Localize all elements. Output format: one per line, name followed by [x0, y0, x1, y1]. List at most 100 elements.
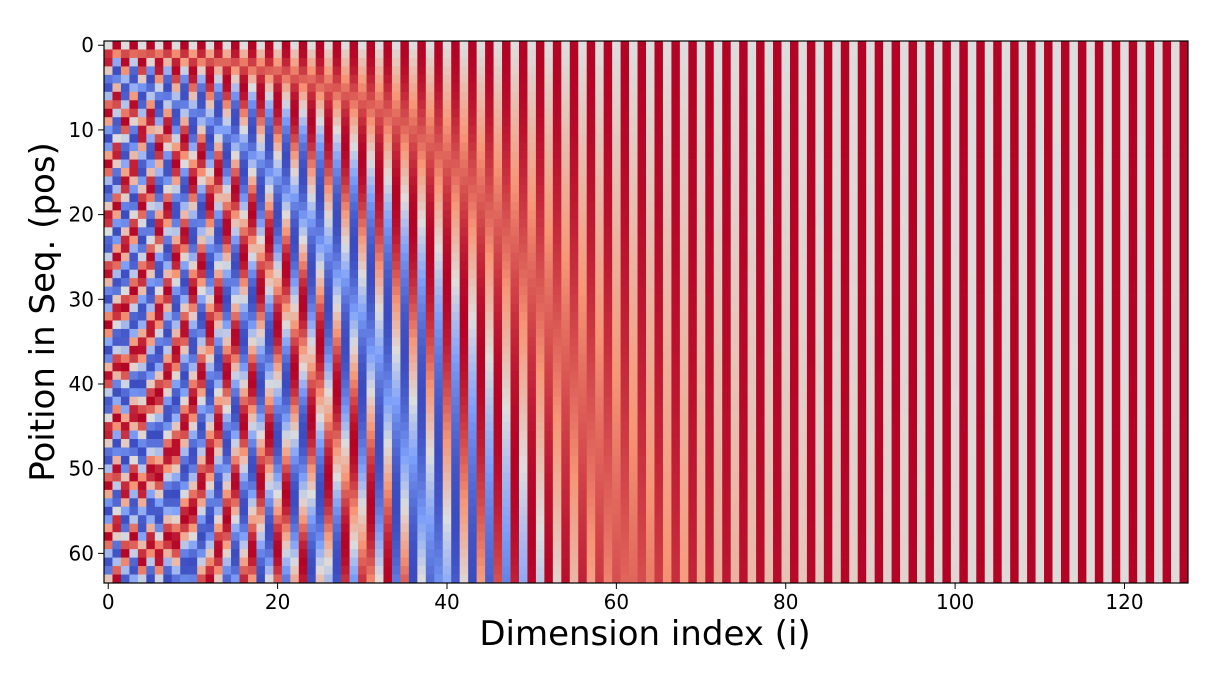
heatmap-cell — [629, 159, 638, 169]
heatmap-cell — [840, 269, 850, 279]
heatmap-cell — [866, 193, 876, 203]
heatmap-cell — [137, 235, 147, 245]
heatmap-cell — [1128, 74, 1138, 84]
heatmap-cell — [1145, 74, 1155, 84]
heatmap-cell — [163, 312, 173, 321]
heatmap-cell — [1001, 168, 1011, 177]
heatmap-cell — [425, 328, 435, 338]
heatmap-cell — [332, 201, 342, 211]
heatmap-cell — [510, 49, 520, 59]
heatmap-cell — [883, 168, 892, 177]
heatmap-cell — [1010, 142, 1019, 152]
heatmap-cell — [1111, 117, 1121, 127]
heatmap-cell — [544, 252, 554, 262]
heatmap-cell — [679, 91, 689, 101]
heatmap-cell — [239, 184, 249, 194]
heatmap-cell — [1111, 151, 1121, 160]
heatmap-cell — [197, 125, 206, 135]
heatmap-cell — [620, 244, 630, 254]
heatmap-cell — [857, 261, 867, 271]
heatmap-cell — [408, 159, 418, 169]
heatmap-cell — [637, 151, 647, 160]
heatmap-cell — [662, 252, 672, 262]
heatmap-cell — [239, 108, 249, 118]
heatmap-cell — [815, 312, 825, 321]
heatmap-cell — [764, 218, 774, 228]
heatmap-cell — [1077, 134, 1087, 143]
heatmap-cell — [1154, 328, 1163, 338]
heatmap-cell — [629, 227, 638, 237]
heatmap-cell — [366, 57, 376, 67]
heatmap-cell — [739, 235, 748, 245]
heatmap-cell — [823, 345, 833, 355]
heatmap-cell — [510, 235, 520, 245]
heatmap-cell — [561, 117, 571, 127]
heatmap-cell — [298, 218, 308, 228]
heatmap-cell — [188, 176, 198, 186]
heatmap-cell — [1162, 100, 1172, 110]
heatmap-cell — [1001, 74, 1011, 84]
heatmap-cell — [1154, 83, 1163, 93]
heatmap-cell — [400, 49, 410, 59]
heatmap-cell — [874, 66, 884, 76]
heatmap-cell — [849, 117, 859, 127]
heatmap-cell — [933, 227, 943, 237]
heatmap-cell — [307, 235, 317, 245]
heatmap-cell — [1010, 66, 1019, 76]
heatmap-cell — [137, 269, 147, 279]
heatmap-cell — [629, 91, 638, 101]
heatmap-cell — [358, 83, 367, 93]
heatmap-cell — [1145, 168, 1155, 177]
heatmap-cell — [391, 193, 401, 203]
heatmap-cell — [1103, 168, 1113, 177]
heatmap-cell — [832, 337, 842, 347]
heatmap-cell — [722, 261, 732, 271]
heatmap-cell — [1145, 83, 1155, 93]
heatmap-cell — [1137, 168, 1147, 177]
heatmap-cell — [247, 125, 257, 135]
heatmap-cell — [154, 134, 164, 143]
heatmap-cell — [1069, 337, 1079, 347]
heatmap-cell — [662, 49, 672, 59]
heatmap-cell — [756, 201, 765, 211]
heatmap-cell — [950, 49, 960, 59]
heatmap-cell — [324, 345, 334, 355]
heatmap-cell — [476, 184, 486, 194]
heatmap-cell — [781, 328, 791, 338]
heatmap-cell — [993, 269, 1003, 279]
heatmap-cell — [535, 261, 545, 271]
heatmap-cell — [485, 176, 494, 186]
heatmap-cell — [400, 41, 410, 50]
heatmap-cell — [908, 303, 918, 313]
heatmap-cell — [993, 142, 1003, 152]
heatmap-cell — [789, 168, 799, 177]
heatmap-cell — [756, 235, 765, 245]
heatmap-cell — [629, 261, 638, 271]
heatmap-cell — [188, 134, 198, 143]
heatmap-cell — [662, 168, 672, 177]
heatmap-cell — [900, 278, 909, 287]
heatmap-cell — [104, 108, 113, 118]
heatmap-cell — [1162, 83, 1172, 93]
heatmap-cell — [527, 151, 537, 160]
heatmap-cell — [163, 142, 173, 152]
heatmap-cell — [1179, 312, 1189, 321]
heatmap-cell — [188, 328, 198, 338]
heatmap-cell — [959, 100, 969, 110]
heatmap-cell — [510, 168, 520, 177]
heatmap-cell — [315, 295, 325, 304]
heatmap-cell — [527, 193, 537, 203]
heatmap-cell — [290, 142, 300, 152]
heatmap-cell — [1010, 328, 1019, 338]
heatmap-cell — [502, 66, 511, 76]
heatmap-cell — [264, 303, 274, 313]
heatmap-cell — [849, 201, 859, 211]
heatmap-cell — [324, 252, 334, 262]
heatmap-cell — [231, 159, 240, 169]
heatmap-cell — [967, 151, 977, 160]
heatmap-cell — [1052, 168, 1062, 177]
heatmap-cell — [789, 184, 799, 194]
heatmap-cell — [1111, 100, 1121, 110]
heatmap-cell — [1145, 184, 1155, 194]
heatmap-cell — [1018, 125, 1028, 135]
